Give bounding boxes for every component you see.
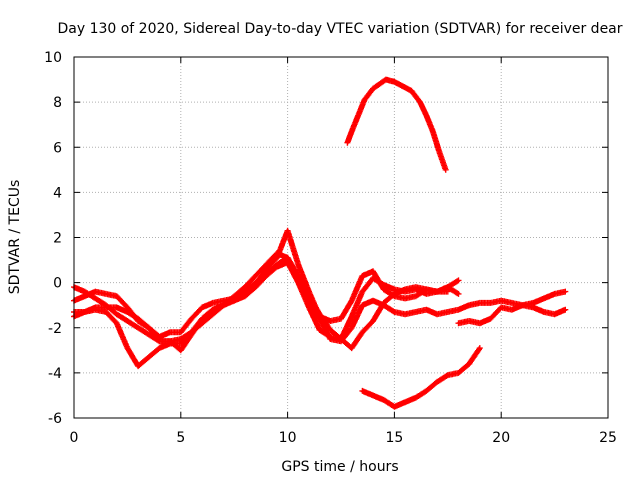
series-markers — [71, 259, 569, 354]
y-tick-label: -6 — [48, 411, 62, 427]
y-axis-label: SDTVAR / TECUs — [7, 180, 23, 295]
series-track-c — [71, 259, 569, 354]
data-points — [71, 76, 569, 410]
y-tick-label: 6 — [53, 140, 62, 156]
axis-ticks: 0 5 10 15 20 25 -6 -4 -2 0 2 4 6 8 10 — [44, 50, 617, 446]
x-tick-label: 5 — [176, 430, 185, 446]
series-track-e — [455, 302, 569, 327]
x-tick-label: 15 — [385, 430, 403, 446]
series-arc-low — [359, 345, 483, 410]
series-markers — [344, 76, 449, 173]
chart-title: Day 130 of 2020, Sidereal Day-to-day VTE… — [57, 21, 622, 37]
series-markers — [455, 302, 569, 327]
y-tick-label: 0 — [53, 276, 62, 292]
x-tick-label: 10 — [279, 430, 297, 446]
series-markers — [359, 345, 483, 410]
y-tick-label: 4 — [53, 185, 62, 201]
y-tick-label: -4 — [48, 366, 62, 382]
x-axis-label: GPS time / hours — [281, 459, 398, 475]
y-tick-label: 10 — [44, 50, 62, 66]
x-tick-label: 25 — [599, 430, 617, 446]
y-tick-label: 8 — [53, 95, 62, 111]
grid-lines — [74, 57, 608, 418]
y-tick-label: -2 — [48, 321, 62, 337]
x-tick-label: 0 — [70, 430, 79, 446]
series-arc-high — [344, 76, 449, 173]
y-tick-label: 2 — [53, 231, 62, 247]
x-tick-label: 20 — [492, 430, 510, 446]
